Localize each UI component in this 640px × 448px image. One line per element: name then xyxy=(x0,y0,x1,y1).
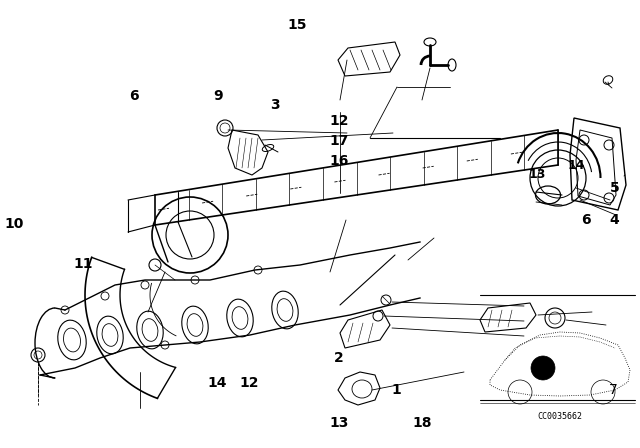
Text: 9: 9 xyxy=(212,89,223,103)
Text: 1: 1 xyxy=(392,383,402,397)
Text: 3: 3 xyxy=(270,98,280,112)
Text: 5: 5 xyxy=(609,181,620,195)
Text: 14: 14 xyxy=(567,159,585,172)
Text: 6: 6 xyxy=(129,89,140,103)
Text: 2: 2 xyxy=(334,351,344,366)
Text: 11: 11 xyxy=(74,257,93,271)
Text: 13: 13 xyxy=(330,416,349,431)
Text: 13: 13 xyxy=(529,168,547,181)
Text: 15: 15 xyxy=(288,17,307,32)
Text: 7: 7 xyxy=(609,383,618,397)
Text: 18: 18 xyxy=(413,416,432,431)
Text: 4: 4 xyxy=(609,212,620,227)
Text: 14: 14 xyxy=(208,376,227,390)
Text: 17: 17 xyxy=(330,134,349,148)
Text: 12: 12 xyxy=(240,376,259,390)
Text: 6: 6 xyxy=(581,212,591,227)
Circle shape xyxy=(531,356,555,380)
Text: 12: 12 xyxy=(330,114,349,128)
Text: 16: 16 xyxy=(330,154,349,168)
Text: 10: 10 xyxy=(4,217,24,231)
Text: CC0035662: CC0035662 xyxy=(538,412,582,421)
